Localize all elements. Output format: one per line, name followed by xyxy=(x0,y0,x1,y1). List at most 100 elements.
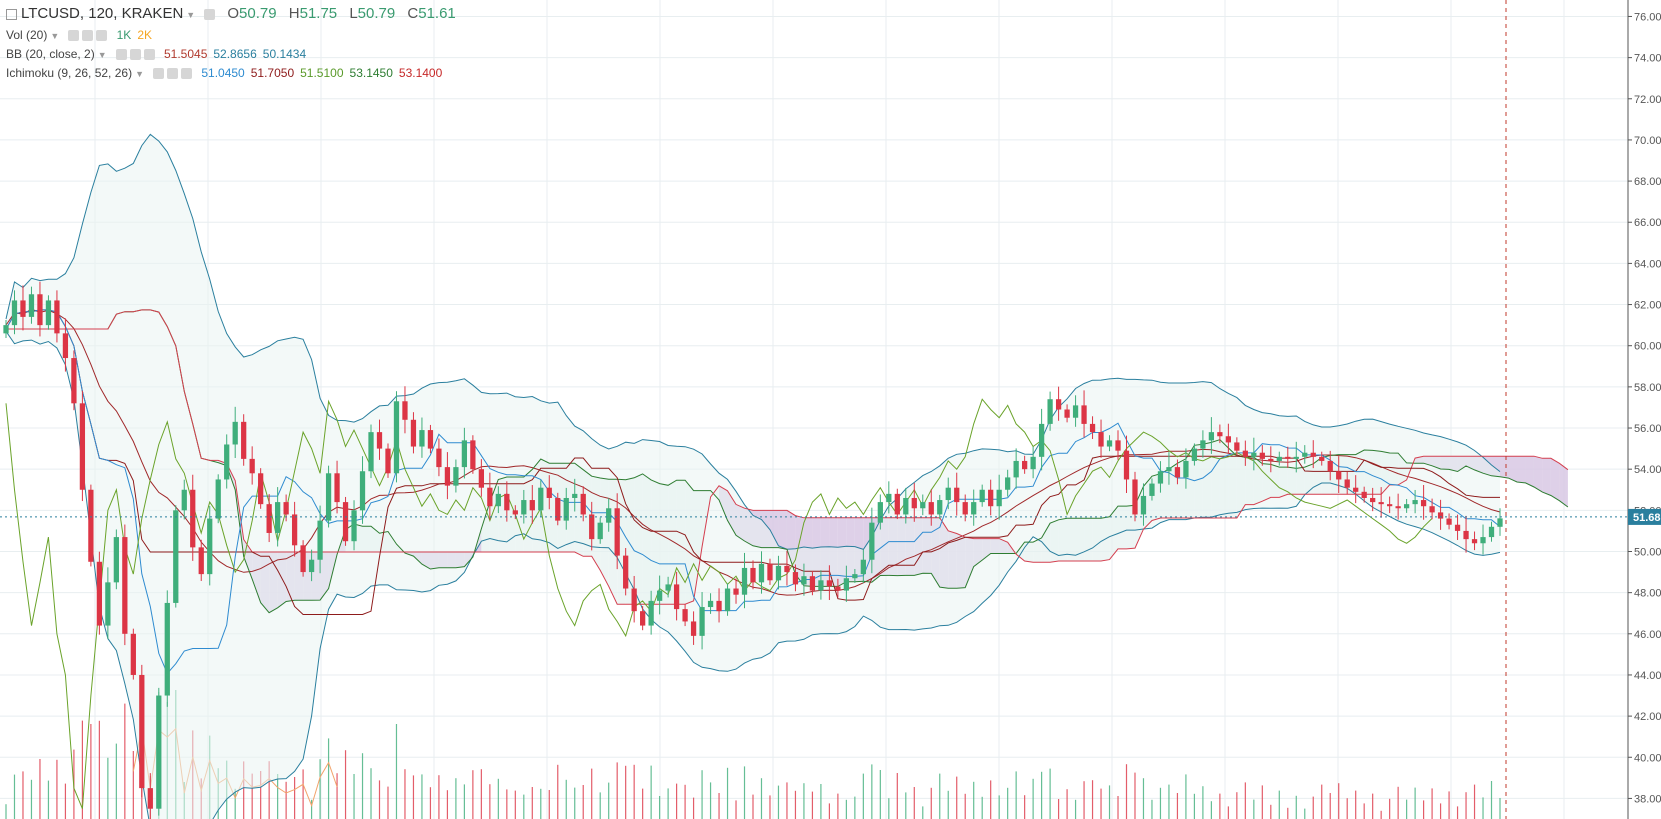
candle-body xyxy=(1268,458,1274,461)
axis-tick-label: 38.00 xyxy=(1634,793,1661,805)
volume-bar xyxy=(514,790,516,819)
candle-body xyxy=(1251,452,1257,457)
settings-icon[interactable] xyxy=(167,68,178,80)
candle xyxy=(818,570,824,600)
candle-body xyxy=(860,559,866,575)
price-axis[interactable] xyxy=(1627,0,1661,819)
bollinger-value-basis: 51.5045 xyxy=(163,47,208,61)
ichimoku-indicator-label[interactable]: Ichimoku (9, 26, 52, 26) xyxy=(6,66,133,80)
volume-bar xyxy=(22,771,24,819)
chevron-down-icon[interactable]: ▼ xyxy=(186,10,196,20)
candle-body xyxy=(1488,526,1495,538)
symbol-legend: LTCUSD, 120, KRAKEN ▼ O50.79 H51.75 L50.7… xyxy=(6,6,456,23)
candle-body xyxy=(971,502,977,515)
volume-bar xyxy=(956,776,958,819)
candle xyxy=(758,551,765,594)
candle xyxy=(843,565,850,602)
candle xyxy=(1403,499,1410,513)
candle-body xyxy=(1047,399,1053,424)
candle-body xyxy=(342,502,349,542)
candle-body xyxy=(724,588,731,612)
candle-body xyxy=(843,578,850,591)
candle-body xyxy=(147,788,153,809)
chevron-down-icon[interactable]: ▼ xyxy=(97,50,107,60)
chevron-down-icon[interactable]: ▼ xyxy=(50,31,60,41)
candle xyxy=(37,281,43,337)
candle-body xyxy=(589,514,595,540)
volume-bar xyxy=(1406,799,1408,819)
volume-bar xyxy=(421,774,423,819)
candle xyxy=(665,576,671,598)
candle-body xyxy=(1370,497,1376,503)
volume-bar xyxy=(659,796,661,819)
volume-bar xyxy=(56,759,58,819)
candle xyxy=(11,290,18,335)
settings-icon[interactable] xyxy=(82,30,94,42)
candle xyxy=(826,565,833,600)
volume-bar xyxy=(361,753,364,819)
candle-body xyxy=(368,432,374,472)
candle-body xyxy=(1429,506,1435,513)
candle xyxy=(1047,391,1053,431)
candle xyxy=(359,456,366,524)
candle xyxy=(164,590,170,707)
candle xyxy=(173,505,179,608)
volume-indicator-label[interactable]: Vol (20) xyxy=(6,28,48,42)
eye-icon[interactable] xyxy=(115,49,127,61)
candle xyxy=(1437,499,1444,530)
candle xyxy=(436,438,442,477)
volume-bar xyxy=(709,782,712,819)
cloud-segment xyxy=(1500,456,1509,479)
settings-icon[interactable] xyxy=(204,8,216,20)
axis-tick-label: 72.00 xyxy=(1634,94,1661,106)
candle xyxy=(258,468,264,509)
candle-body xyxy=(733,588,739,595)
close-icon[interactable] xyxy=(143,49,155,61)
chevron-down-icon[interactable]: ▼ xyxy=(135,69,144,79)
volume-bar xyxy=(1227,806,1229,819)
close-icon[interactable] xyxy=(181,68,192,80)
axis-tick-label: 46.00 xyxy=(1634,629,1661,641)
candle xyxy=(1140,483,1147,526)
candle-body xyxy=(979,489,985,503)
symbol-title[interactable]: LTCUSD, 120, KRAKEN xyxy=(21,5,184,22)
candle xyxy=(937,494,943,520)
candle xyxy=(1225,423,1231,454)
candle-body xyxy=(308,559,315,573)
candle-body xyxy=(1378,502,1384,505)
candle-body xyxy=(1412,500,1418,505)
candle-body xyxy=(818,580,824,591)
volume-bar xyxy=(1389,798,1391,819)
volume-bar xyxy=(684,784,686,819)
candle xyxy=(673,571,680,621)
candle xyxy=(215,474,221,524)
volume-bar xyxy=(30,779,33,819)
candle-body xyxy=(1208,432,1215,441)
bollinger-value-upper: 52.8656 xyxy=(213,47,257,61)
candle-body xyxy=(79,403,86,490)
candle-body xyxy=(122,537,128,634)
cloud-segment xyxy=(1033,537,1042,563)
last-price-text: 51.68 xyxy=(1633,512,1661,524)
eye-icon[interactable] xyxy=(68,30,80,42)
bollinger-indicator-label[interactable]: BB (20, close, 2) xyxy=(6,47,95,61)
candle xyxy=(1497,508,1503,536)
candle-body xyxy=(37,294,43,326)
candle xyxy=(1208,417,1215,454)
collapse-icon[interactable] xyxy=(6,8,17,20)
volume-bar xyxy=(574,787,576,819)
candle-body xyxy=(275,502,281,533)
candle-body xyxy=(1013,460,1019,478)
eye-icon[interactable] xyxy=(153,68,164,80)
candle-body xyxy=(1420,500,1427,507)
candle-body xyxy=(1183,460,1189,478)
candle-body xyxy=(826,580,833,587)
settings-icon[interactable] xyxy=(129,49,141,61)
close-icon[interactable] xyxy=(96,30,108,42)
candle-body xyxy=(232,421,238,445)
candle xyxy=(1242,440,1248,466)
candle-body xyxy=(88,489,94,562)
volume-bar xyxy=(1465,792,1467,819)
candle xyxy=(529,485,535,524)
